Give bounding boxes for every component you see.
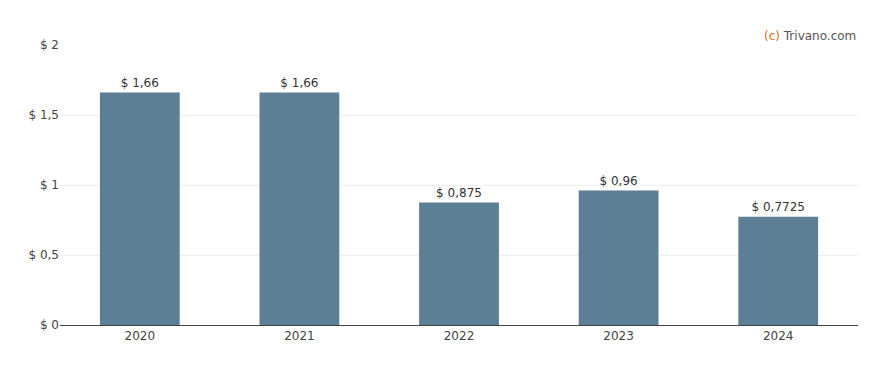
svg-text:2021: 2021 (284, 329, 315, 343)
svg-text:$ 1,66: $ 1,66 (280, 76, 318, 90)
svg-text:$ 1: $ 1 (40, 178, 59, 192)
svg-text:2024: 2024 (763, 329, 794, 343)
svg-text:$ 1,5: $ 1,5 (28, 108, 59, 122)
svg-text:$ 1,66: $ 1,66 (121, 76, 159, 90)
svg-text:$ 0,875: $ 0,875 (436, 186, 482, 200)
svg-text:2020: 2020 (125, 329, 156, 343)
svg-text:2023: 2023 (603, 329, 634, 343)
svg-text:$ 0,5: $ 0,5 (28, 248, 59, 262)
svg-text:(c) Trivano.com: (c) Trivano.com (764, 29, 856, 43)
svg-text:$ 0: $ 0 (40, 318, 59, 332)
svg-text:$ 0,7725: $ 0,7725 (751, 200, 804, 214)
svg-text:$ 0,96: $ 0,96 (600, 174, 638, 188)
svg-text:2022: 2022 (444, 329, 475, 343)
svg-text:$ 2: $ 2 (40, 38, 59, 52)
